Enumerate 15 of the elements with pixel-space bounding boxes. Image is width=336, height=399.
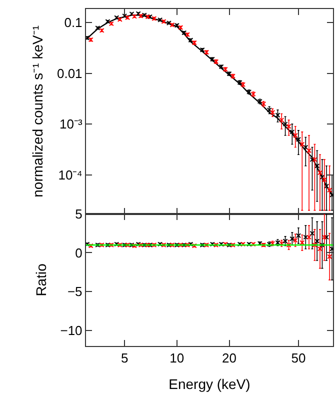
x-tick-label: 10 [170, 350, 184, 366]
y-axis-title: Ratio [32, 263, 49, 296]
y-tick-label: 5 [75, 206, 82, 222]
y-tick-label: 0.01 [56, 66, 82, 81]
y-tick-label: −10 [60, 323, 82, 338]
y-tick-label: 10⁻⁴ [58, 167, 82, 182]
y-tick-label: 10⁻³ [60, 116, 83, 132]
x-tick-label: 5 [120, 350, 128, 366]
y-tick-label: 0.1 [64, 15, 82, 30]
y-axis-title: normalized counts s⁻¹ keV⁻¹ [30, 25, 46, 198]
x-axis-title: Energy (keV) [168, 376, 250, 392]
x-tick-label: 20 [222, 350, 236, 366]
y-tick-label: −5 [67, 284, 82, 300]
y-tick-label: 0 [75, 245, 82, 260]
x-tick-label: 50 [291, 350, 306, 366]
